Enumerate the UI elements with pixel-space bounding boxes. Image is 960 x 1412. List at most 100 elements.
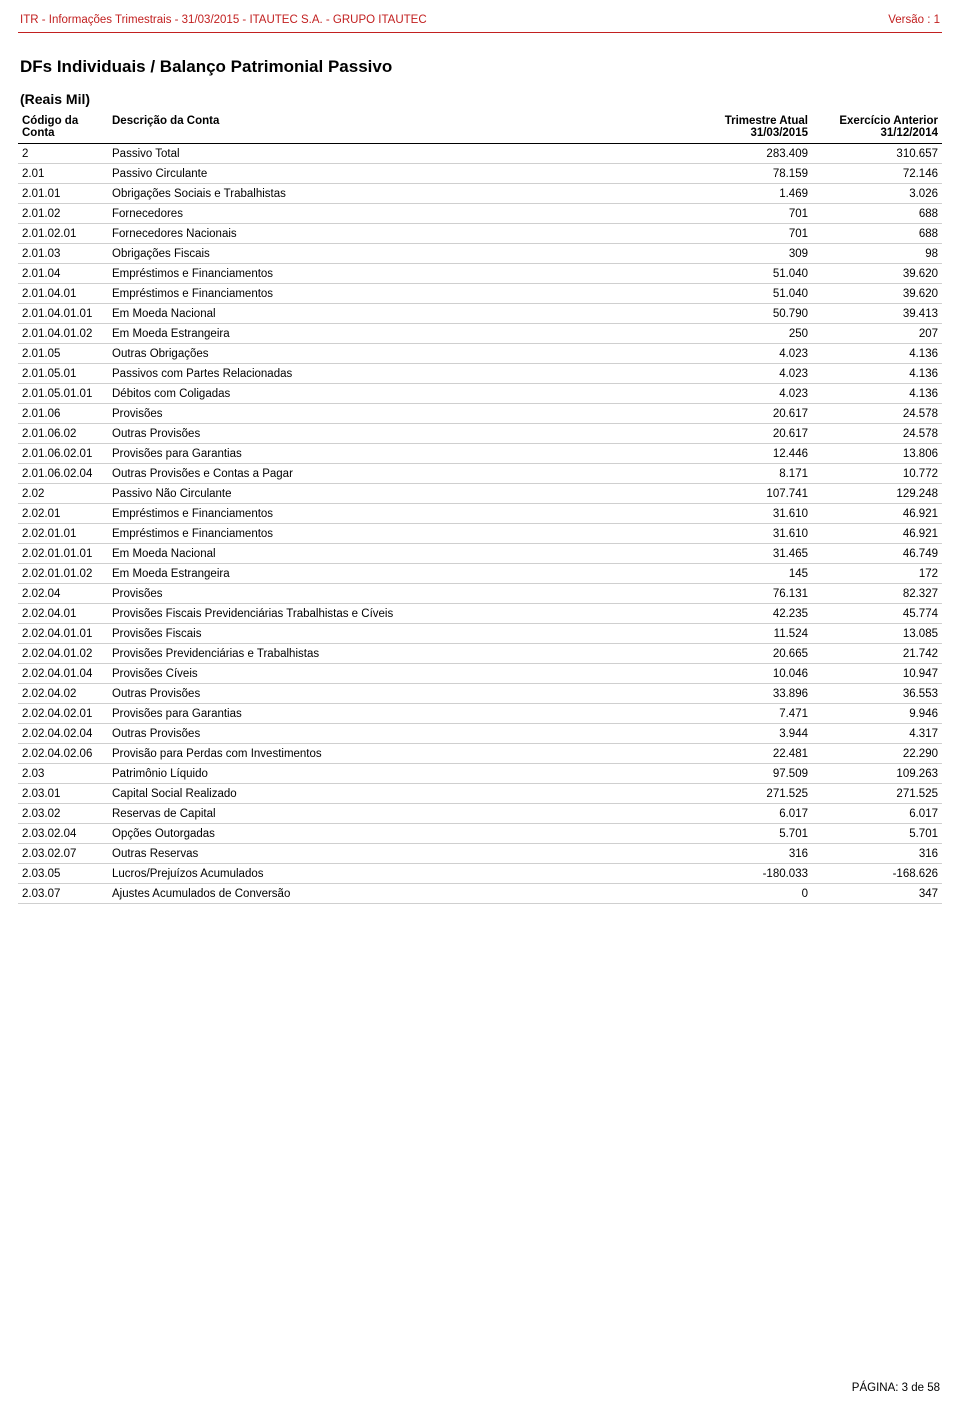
account-value: 46.921 xyxy=(812,524,942,544)
account-desc: Passivo Circulante xyxy=(108,164,682,184)
account-value: 701 xyxy=(682,224,812,244)
account-code: 2.01.02 xyxy=(18,204,108,224)
account-desc: Provisões Fiscais xyxy=(108,624,682,644)
account-code: 2.01.01 xyxy=(18,184,108,204)
account-desc: Provisões para Garantias xyxy=(108,704,682,724)
account-code: 2.02.04.02.04 xyxy=(18,724,108,744)
account-value: 6.017 xyxy=(812,804,942,824)
account-desc: Passivo Não Circulante xyxy=(108,484,682,504)
account-code: 2.02.04.01 xyxy=(18,604,108,624)
table-row: 2.03.07Ajustes Acumulados de Conversão03… xyxy=(18,884,942,904)
account-value: 11.524 xyxy=(682,624,812,644)
account-value: 250 xyxy=(682,324,812,344)
table-row: 2.02.04.01Provisões Fiscais Previdenciár… xyxy=(18,604,942,624)
account-code: 2.02.01.01 xyxy=(18,524,108,544)
table-row: 2.01.06.02.04Outras Provisões e Contas a… xyxy=(18,464,942,484)
account-value: -168.626 xyxy=(812,864,942,884)
table-row: 2.02.01.01Empréstimos e Financiamentos31… xyxy=(18,524,942,544)
account-desc: Empréstimos e Financiamentos xyxy=(108,264,682,284)
account-code: 2.02.01.01.02 xyxy=(18,564,108,584)
column-header: Trimestre Atual31/03/2015 xyxy=(682,113,812,144)
account-desc: Fornecedores xyxy=(108,204,682,224)
account-value: 22.290 xyxy=(812,744,942,764)
account-value: 78.159 xyxy=(682,164,812,184)
column-header: Código daConta xyxy=(18,113,108,144)
account-code: 2.01.04.01.02 xyxy=(18,324,108,344)
account-value: 4.023 xyxy=(682,344,812,364)
account-value: 109.263 xyxy=(812,764,942,784)
account-desc: Provisões Previdenciárias e Trabalhistas xyxy=(108,644,682,664)
account-desc: Patrimônio Líquido xyxy=(108,764,682,784)
account-code: 2.03.02 xyxy=(18,804,108,824)
account-desc: Outras Reservas xyxy=(108,844,682,864)
account-code: 2.03.01 xyxy=(18,784,108,804)
account-value: 172 xyxy=(812,564,942,584)
account-desc: Provisões xyxy=(108,584,682,604)
account-desc: Fornecedores Nacionais xyxy=(108,224,682,244)
account-value: 207 xyxy=(812,324,942,344)
account-value: 50.790 xyxy=(682,304,812,324)
account-value: 8.171 xyxy=(682,464,812,484)
account-value: 22.481 xyxy=(682,744,812,764)
account-code: 2.03.02.07 xyxy=(18,844,108,864)
account-value: 4.136 xyxy=(812,364,942,384)
table-row: 2.01.02.01Fornecedores Nacionais701688 xyxy=(18,224,942,244)
account-value: 309 xyxy=(682,244,812,264)
account-code: 2.03.02.04 xyxy=(18,824,108,844)
table-row: 2Passivo Total283.409310.657 xyxy=(18,144,942,164)
table-row: 2.02.04.01.02Provisões Previdenciárias e… xyxy=(18,644,942,664)
account-code: 2.01.05 xyxy=(18,344,108,364)
account-value: 31.610 xyxy=(682,524,812,544)
table-row: 2.02.01Empréstimos e Financiamentos31.61… xyxy=(18,504,942,524)
table-row: 2.02.01.01.01Em Moeda Nacional31.46546.7… xyxy=(18,544,942,564)
account-desc: Opções Outorgadas xyxy=(108,824,682,844)
account-value: 1.469 xyxy=(682,184,812,204)
account-value: 24.578 xyxy=(812,404,942,424)
account-value: 13.806 xyxy=(812,444,942,464)
table-row: 2.01.05.01Passivos com Partes Relacionad… xyxy=(18,364,942,384)
table-row: 2.01.06.02.01Provisões para Garantias12.… xyxy=(18,444,942,464)
table-row: 2.01.03Obrigações Fiscais30998 xyxy=(18,244,942,264)
account-desc: Passivos com Partes Relacionadas xyxy=(108,364,682,384)
table-row: 2.02Passivo Não Circulante107.741129.248 xyxy=(18,484,942,504)
account-value: 283.409 xyxy=(682,144,812,164)
account-desc: Provisões xyxy=(108,404,682,424)
account-value: 310.657 xyxy=(812,144,942,164)
account-desc: Outras Obrigações xyxy=(108,344,682,364)
account-code: 2.01.05.01.01 xyxy=(18,384,108,404)
account-value: 97.509 xyxy=(682,764,812,784)
column-header: Descrição da Conta xyxy=(108,113,682,144)
account-value: 20.617 xyxy=(682,404,812,424)
account-desc: Ajustes Acumulados de Conversão xyxy=(108,884,682,904)
account-value: 82.327 xyxy=(812,584,942,604)
account-value: 316 xyxy=(812,844,942,864)
account-value: 129.248 xyxy=(812,484,942,504)
account-code: 2.02.01 xyxy=(18,504,108,524)
account-code: 2.01 xyxy=(18,164,108,184)
account-code: 2.02.04.01.01 xyxy=(18,624,108,644)
reais-label: (Reais Mil) xyxy=(0,91,960,113)
balance-table-wrap: Código daContaDescrição da ContaTrimestr… xyxy=(0,113,960,904)
account-value: 51.040 xyxy=(682,284,812,304)
table-row: 2.01.04.01.01Em Moeda Nacional50.79039.4… xyxy=(18,304,942,324)
account-code: 2.01.06.02.01 xyxy=(18,444,108,464)
table-row: 2.03.02.07Outras Reservas316316 xyxy=(18,844,942,864)
account-value: 76.131 xyxy=(682,584,812,604)
account-value: 3.944 xyxy=(682,724,812,744)
table-row: 2.01Passivo Circulante78.15972.146 xyxy=(18,164,942,184)
account-desc: Obrigações Fiscais xyxy=(108,244,682,264)
account-value: 13.085 xyxy=(812,624,942,644)
account-desc: Empréstimos e Financiamentos xyxy=(108,504,682,524)
account-value: 21.742 xyxy=(812,644,942,664)
account-value: 46.749 xyxy=(812,544,942,564)
account-value: -180.033 xyxy=(682,864,812,884)
account-value: 688 xyxy=(812,204,942,224)
account-value: 107.741 xyxy=(682,484,812,504)
account-value: 5.701 xyxy=(812,824,942,844)
account-code: 2.02.04.02.01 xyxy=(18,704,108,724)
table-row: 2.03Patrimônio Líquido97.509109.263 xyxy=(18,764,942,784)
account-value: 4.136 xyxy=(812,344,942,364)
account-code: 2.02.04.02.06 xyxy=(18,744,108,764)
table-row: 2.01.04.01.02Em Moeda Estrangeira250207 xyxy=(18,324,942,344)
account-value: 45.774 xyxy=(812,604,942,624)
